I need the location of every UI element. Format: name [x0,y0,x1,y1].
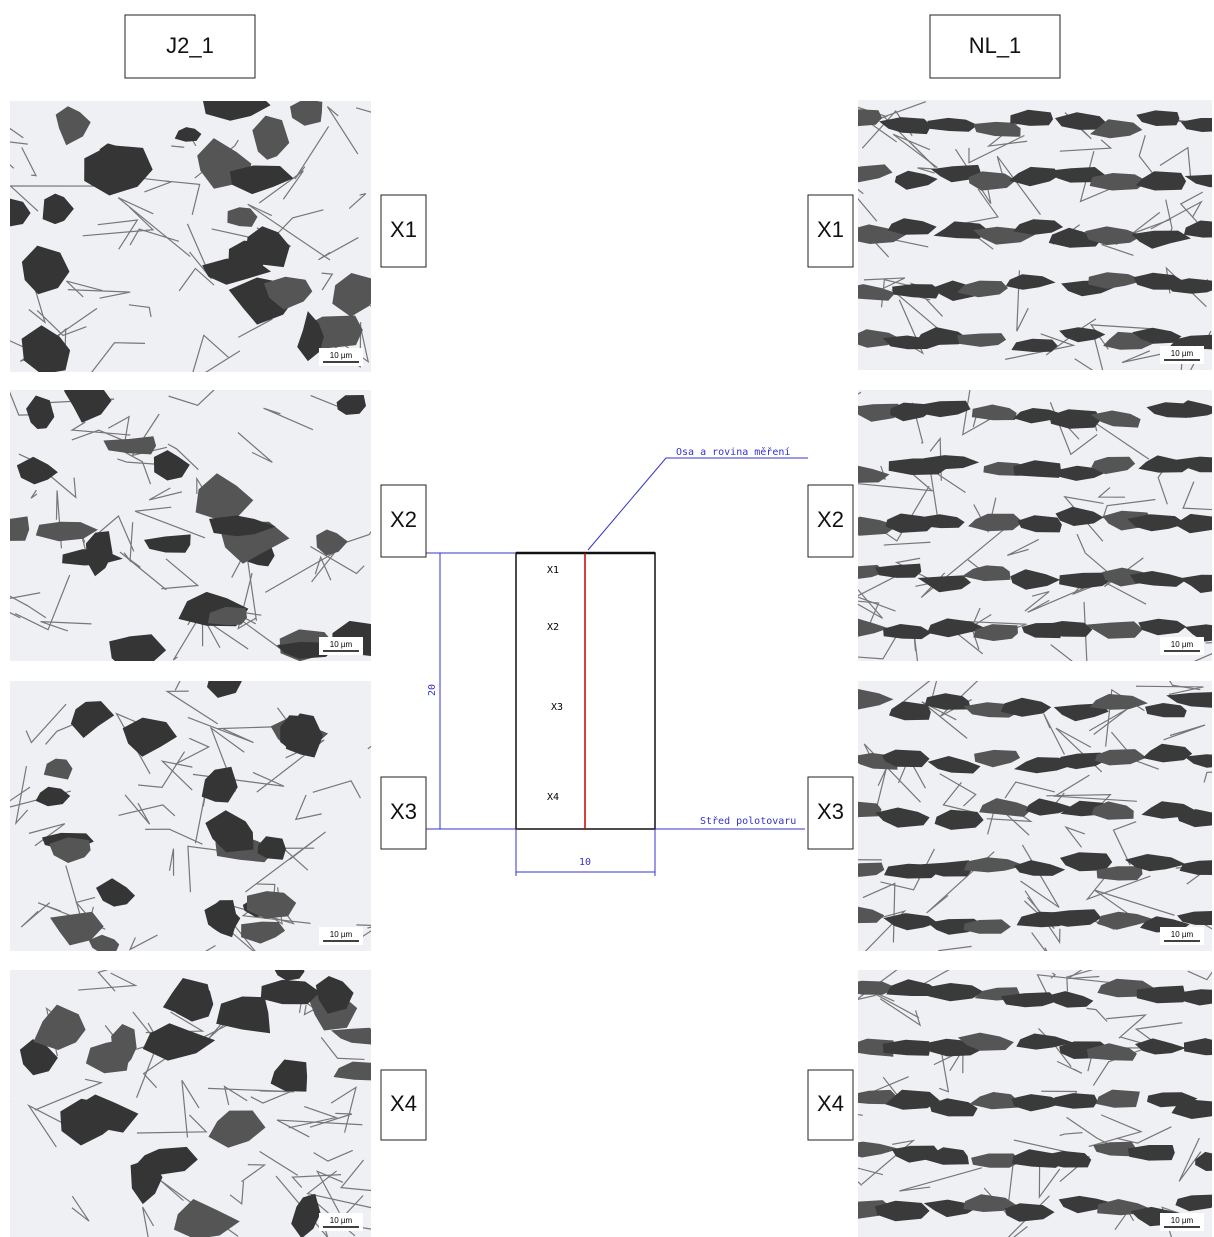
scale-bar-label: 10 µm [1171,1216,1194,1225]
pearlite [0,516,29,541]
scale-bar-label: 10 µm [1171,930,1194,939]
scale-bar-label: 10 µm [330,351,353,360]
scale-bar-label: 10 µm [330,930,353,939]
position-label: X1 [547,565,559,576]
micrograph: 10 µm [830,927,1214,1237]
position-label: X2 [547,622,559,633]
micrograph: 10 µm [0,654,425,966]
position-label: X4 [390,1091,417,1116]
micrograph: 10 µm [823,655,1214,961]
micrograph-background [10,681,371,951]
grain-boundary [0,1060,10,1114]
position-label: X2 [817,507,844,532]
position-label: X3 [551,702,563,713]
position-label: X4 [547,792,559,803]
position-label: X2 [390,507,417,532]
micrograph: 10 µm [812,385,1214,682]
center-label: Střed polotovaru [700,815,796,827]
position-label: X3 [390,799,417,824]
micrograph: 10 µm [826,97,1214,391]
position-label: X1 [817,217,844,242]
position-label: X3 [817,799,844,824]
specimen-diagram: X1 X2 X3 X4 20 10 Osa a rovina měření St… [425,446,808,876]
position-label: X1 [390,217,417,242]
leader [588,458,808,550]
scale-bar-label: 10 µm [1171,349,1194,358]
micrograph: 10 µm [0,88,393,393]
scale-bar-label: 10 µm [330,640,353,649]
micrograph: 10 µm [0,378,391,672]
width-dimension: 10 [579,857,591,868]
header-left: J2_1 [166,33,214,58]
micrograph: 10 µm [0,959,409,1237]
grain-boundary [368,728,425,749]
height-dimension: 20 [427,684,438,696]
scale-bar-label: 10 µm [1171,640,1194,649]
scale-bar-label: 10 µm [330,1216,353,1225]
position-label: X4 [817,1091,844,1116]
header-right: NL_1 [969,33,1022,58]
axis-label: Osa a rovina měření [676,446,790,458]
figure: J2_1 NL_1 X1 X2 X3 X4 20 10 Osa a rovina… [0,0,1214,1237]
pearlite [840,109,883,127]
